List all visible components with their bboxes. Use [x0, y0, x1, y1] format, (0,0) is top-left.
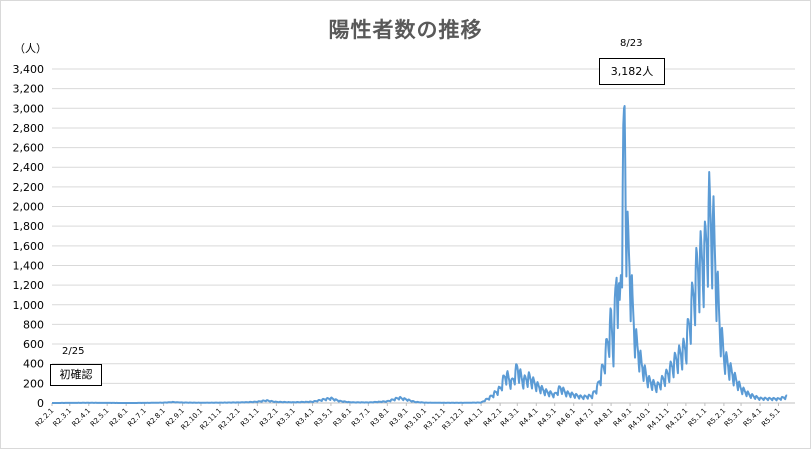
x-tick-label: R4.3.1	[499, 407, 521, 429]
x-tick-label: R2.6.1	[108, 407, 130, 429]
y-tick-label: 1,600	[13, 240, 45, 253]
x-tick-label: R5.3.1	[723, 407, 745, 429]
x-tick-label: R2.3.1	[51, 407, 73, 429]
x-tick-label: R3.6.1	[332, 407, 354, 429]
x-tick-label: R4.4.1	[518, 407, 540, 429]
x-tick-label: R5.5.1	[760, 407, 782, 429]
y-tick-label: 800	[23, 318, 44, 331]
x-tick-label: R5.1.1	[687, 407, 709, 429]
y-tick-label: 1,000	[13, 299, 45, 312]
x-tick-label: R4.8.1	[593, 407, 615, 429]
y-axis-unit-label: （人）	[14, 42, 47, 55]
x-tick-label: R4.7.1	[574, 407, 596, 429]
x-tick-label: R4.1.1	[463, 407, 485, 429]
y-tick-label: 200	[23, 377, 44, 390]
y-tick-label: 3,200	[13, 83, 45, 96]
x-tick-label: R3.7.1	[350, 407, 372, 429]
y-tick-label: 1,200	[13, 279, 45, 292]
x-tick-label: R2.5.1	[89, 407, 111, 429]
y-tick-label: 2,200	[13, 181, 45, 194]
series-line	[51, 105, 788, 404]
y-tick-label: 3,400	[13, 63, 45, 76]
y-tick-label: 600	[23, 338, 44, 351]
x-tick-label: R3.4.1	[294, 407, 316, 429]
x-tick-label: R2.4.1	[70, 407, 92, 429]
y-tick-label: 3,000	[13, 102, 45, 115]
y-tick-label: 2,600	[13, 142, 45, 155]
chart-title: 陽性者数の推移	[328, 18, 483, 42]
y-tick-label: 0	[37, 397, 44, 410]
y-tick-label: 2,400	[13, 161, 45, 174]
x-tick-label: R4.5.1	[536, 407, 558, 429]
y-tick-label: 2,800	[13, 122, 45, 135]
annotation-date-peak: 8/23	[620, 38, 643, 49]
annotation-callout-peak: 3,182人	[599, 58, 665, 85]
x-tick-label: R3.5.1	[313, 407, 335, 429]
y-tick-label: 400	[23, 358, 44, 371]
x-tick-label: R2.8.1	[145, 407, 167, 429]
x-tick-label: R2.2.1	[34, 407, 56, 429]
annotation-date-first: 2/25	[62, 346, 85, 357]
y-tick-label: 2,000	[13, 201, 45, 214]
annotation-callout-first: 初確認	[50, 364, 102, 386]
x-tick-label: R3.3.1	[275, 407, 297, 429]
x-tick-label: R4.6.1	[555, 407, 577, 429]
x-tick-label: R3.1.1	[239, 407, 261, 429]
x-tick-label: R5.4.1	[742, 407, 764, 429]
x-tick-label: R3.8.1	[369, 407, 391, 429]
x-tick-label: R2.7.1	[126, 407, 148, 429]
y-tick-label: 1,800	[13, 220, 45, 233]
y-tick-label: 1,400	[13, 259, 45, 272]
